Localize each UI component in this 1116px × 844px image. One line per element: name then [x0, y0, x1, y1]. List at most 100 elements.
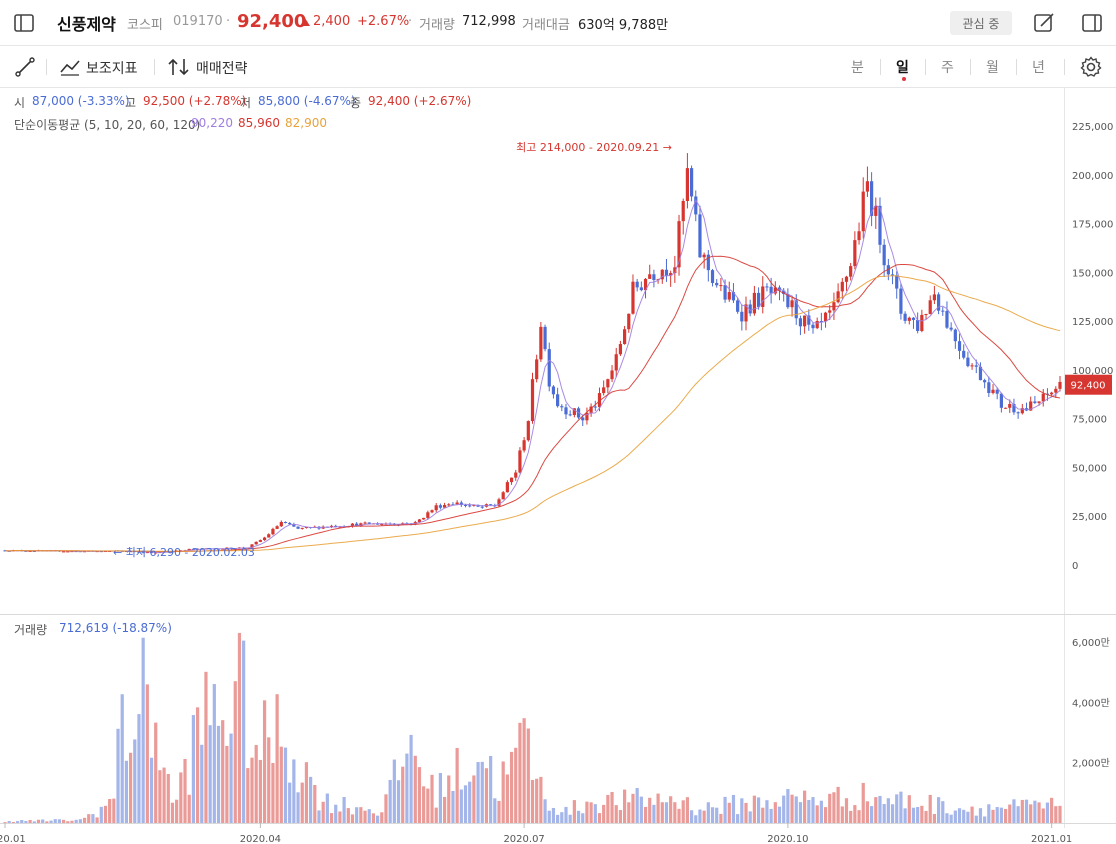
close-label: 종 [350, 96, 362, 110]
candle-body [865, 181, 870, 192]
volume-bar [158, 770, 162, 823]
price-axis-tick: 100,000 [1072, 366, 1113, 377]
panel-toggle-icon[interactable] [1080, 11, 1104, 35]
candle-body [602, 387, 606, 394]
volume-bar [145, 684, 149, 823]
candle-body [606, 379, 610, 388]
draw-line-icon[interactable] [14, 56, 36, 78]
volume-bar [438, 772, 442, 823]
volume-bar [430, 774, 434, 823]
sidebar-toggle-icon[interactable] [12, 11, 36, 35]
candle-body [350, 523, 355, 527]
volume-bar [476, 762, 480, 823]
candle-body [928, 300, 932, 314]
period-year[interactable]: 년 [1032, 60, 1045, 76]
open-label: 시 [14, 96, 26, 110]
candle-body [740, 311, 744, 322]
volume-bar [706, 802, 710, 823]
candle-body [924, 313, 928, 315]
candle-body [815, 320, 819, 329]
period-minute[interactable]: 분 [851, 60, 864, 76]
candle-body [874, 205, 878, 216]
price-axis-tick: 25,000 [1072, 512, 1107, 523]
candle-body [660, 269, 664, 280]
volume-bar [451, 790, 455, 823]
volume-bar [267, 737, 271, 823]
volume-bar [962, 809, 966, 823]
volume-bar [765, 800, 769, 823]
candle-body [442, 504, 447, 508]
volume-bar [1058, 805, 1062, 823]
strategy-button[interactable]: 매매전략 [196, 61, 248, 77]
stock-name[interactable]: 신풍제약 [57, 15, 116, 34]
candle-body [363, 522, 367, 524]
volume-bar [409, 734, 413, 823]
indicator-icon[interactable] [59, 56, 81, 78]
edit-icon[interactable] [1032, 11, 1056, 35]
volume-bar [689, 810, 694, 823]
candle-body [673, 267, 677, 274]
candle-body [380, 523, 384, 525]
volume-bar [581, 813, 585, 823]
volume-bar [882, 804, 886, 823]
candle-body [731, 292, 736, 301]
settings-gear-icon[interactable] [1079, 55, 1103, 79]
volume-pane-value: 712,619 (-18.87%) [59, 621, 172, 635]
candle-body [593, 406, 597, 408]
volume-bar [455, 748, 459, 823]
volume-bar [547, 810, 551, 823]
volume-bar [585, 801, 589, 823]
volume-bar [535, 778, 539, 823]
candle-body [991, 389, 995, 393]
volume-bar [731, 794, 736, 823]
candle-body [422, 517, 426, 520]
candle-body [614, 354, 618, 371]
volume-bar [317, 810, 321, 823]
volume-bar [656, 793, 660, 823]
candle-body [970, 365, 974, 367]
candle-body [920, 314, 924, 331]
candle-body [978, 366, 983, 381]
candle-body [522, 440, 526, 451]
volume-bar [237, 632, 242, 823]
volume-bar [99, 806, 103, 823]
strategy-icon[interactable] [167, 56, 191, 78]
volume-bar [978, 808, 983, 823]
candle-body [28, 550, 32, 552]
candle-body [807, 315, 811, 325]
candle-body [916, 319, 920, 331]
candle-body [518, 450, 522, 473]
candle-body [823, 312, 828, 322]
candle-body [1045, 393, 1050, 395]
indicator-button[interactable]: 보조지표 [86, 61, 138, 77]
candle-body [836, 291, 840, 303]
period-day[interactable]: 일 [896, 60, 909, 76]
candle-body [585, 412, 589, 421]
high-label: 고 [125, 96, 137, 110]
volume-bar [639, 796, 643, 823]
candle-body [819, 320, 823, 322]
period-month[interactable]: 월 [986, 60, 999, 76]
candle-body [359, 523, 363, 527]
volume-bar [505, 774, 509, 823]
candle-body [24, 550, 28, 552]
volume-bar [681, 800, 685, 823]
ma-label[interactable]: 단순이동평균 (5, 10, 20, 60, 120) [14, 118, 201, 132]
volume-bar [346, 808, 350, 823]
candle-body [957, 341, 962, 351]
candle-body [589, 406, 593, 413]
volume-bar [798, 802, 803, 823]
volume-bar [602, 804, 606, 823]
candle-body [689, 168, 694, 197]
volume-bar [309, 776, 313, 823]
watchlist-button[interactable]: 관심 중 [950, 11, 1012, 35]
volume-bar [170, 802, 175, 823]
candle-body [145, 552, 149, 554]
volume-bar [823, 807, 828, 823]
period-week[interactable]: 주 [941, 60, 954, 76]
volume-bar [66, 821, 70, 823]
time-axis-divider [0, 823, 1116, 824]
candle-body [723, 285, 727, 300]
volume-bar [518, 722, 522, 823]
